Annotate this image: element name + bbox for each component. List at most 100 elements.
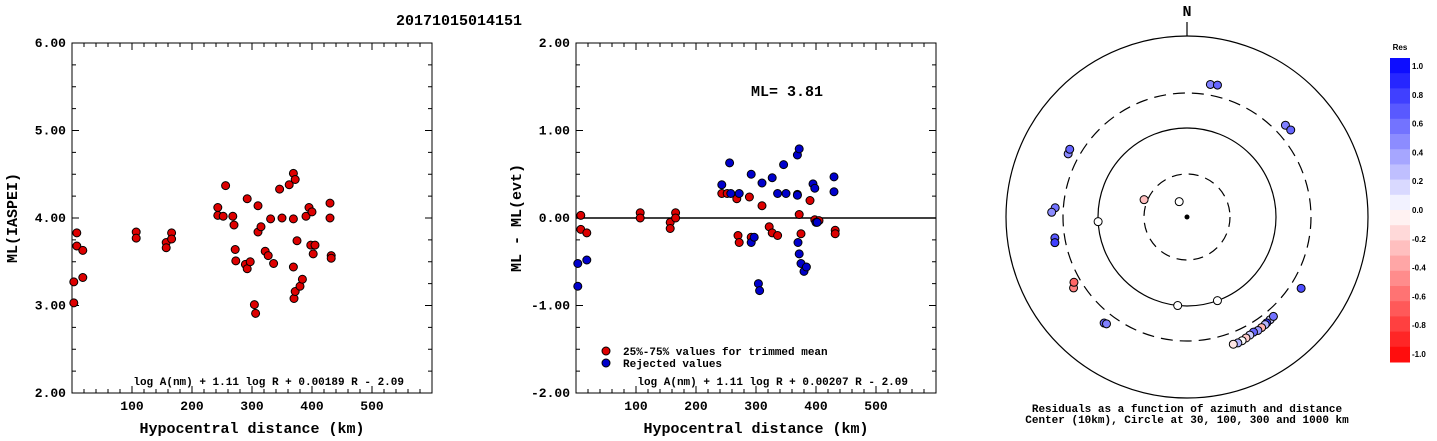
y-tick-label: -2.00 — [531, 386, 570, 401]
colorbar-tick-label: -0.6 — [1412, 292, 1426, 301]
data-point — [269, 259, 279, 268]
data-point — [78, 245, 88, 255]
data-point — [308, 249, 318, 259]
station-marker — [1268, 311, 1278, 321]
x-tick-label: 400 — [804, 399, 828, 414]
station-marker — [1139, 195, 1149, 205]
data-point — [263, 251, 273, 261]
data-point — [829, 172, 839, 182]
colorbar-cell — [1390, 255, 1410, 272]
station-marker — [1047, 207, 1057, 217]
colorbar-tick-label: -0.8 — [1412, 321, 1426, 330]
data-point — [325, 198, 335, 208]
station-marker — [1093, 217, 1103, 227]
data-point — [229, 220, 239, 230]
data-point — [635, 213, 645, 223]
data-point — [242, 194, 252, 204]
data-point — [228, 211, 238, 221]
colorbar-cell — [1390, 149, 1410, 165]
ml-annotation: ML= 3.81 — [751, 84, 823, 101]
data-point — [573, 259, 583, 268]
north-label: N — [1182, 4, 1191, 21]
data-point — [794, 249, 804, 259]
y-tick-label: 4.00 — [35, 211, 66, 226]
colorbar-tick-label: 0.8 — [1412, 91, 1424, 100]
y-tick-label: 2.00 — [35, 386, 66, 401]
data-point — [717, 180, 727, 190]
station-marker — [1212, 296, 1222, 306]
ml-distance-plot: 2.00 3.00 4.00 5.00 6.00 100 200 300 400 500 Hypoc… — [5, 36, 433, 438]
data-point — [69, 298, 79, 308]
data-point — [292, 236, 302, 246]
colorbar-cell — [1390, 286, 1410, 302]
x-tick-label: 300 — [240, 399, 264, 414]
colorbar-cell — [1390, 103, 1410, 120]
data-point — [297, 274, 307, 284]
station-marker — [1050, 238, 1060, 248]
residual-distance-plot: -2.00 -1.00 0.00 1.00 2.00 100 200 300 400 500 Hyp… — [509, 36, 937, 438]
x-tick-label: 500 — [864, 399, 888, 414]
y-tick-label: 6.00 — [35, 36, 66, 51]
colorbar-tick-label: -1.0 — [1412, 350, 1426, 359]
plot-frame — [71, 42, 433, 394]
data-point — [251, 308, 261, 318]
data-point — [78, 273, 88, 282]
colorbar-cell — [1390, 118, 1410, 135]
data-point — [757, 178, 767, 188]
data-point — [796, 229, 806, 239]
station-marker — [1069, 277, 1079, 287]
colorbar-cell — [1390, 179, 1410, 196]
data-point — [767, 173, 777, 183]
y-axis-label: ML(IASPEI) — [5, 173, 22, 263]
data-point — [266, 214, 276, 224]
data-point — [221, 181, 231, 191]
data-point — [284, 180, 294, 190]
station-marker — [1065, 144, 1075, 154]
colorbar-cell — [1390, 316, 1410, 333]
data-point — [665, 224, 675, 233]
data-point — [213, 203, 223, 212]
data-point — [326, 253, 336, 263]
data-point — [277, 213, 287, 223]
data-point — [792, 190, 802, 200]
colorbar-cell — [1390, 210, 1410, 226]
x-tick-label: 200 — [684, 399, 708, 414]
data-point — [245, 257, 255, 267]
data-point — [734, 238, 744, 247]
data-point — [69, 277, 79, 287]
colorbar-tick-label: 1.0 — [1412, 62, 1424, 71]
data-point — [288, 214, 298, 224]
y-tick-label: 0.00 — [539, 211, 570, 226]
station-marker — [1228, 339, 1238, 349]
colorbar-cell — [1390, 58, 1410, 74]
data-point — [72, 228, 82, 238]
station-marker — [1173, 301, 1183, 311]
polar-caption: Center (10km), Circle at 30, 100, 300 an… — [1025, 415, 1349, 427]
colorbar-cell — [1390, 301, 1410, 317]
legend-marker — [601, 358, 611, 368]
colorbar-cell — [1390, 164, 1410, 181]
legend-marker — [601, 346, 611, 356]
x-tick-label: 200 — [180, 399, 204, 414]
x-axis-label: Hypocentral distance (km) — [139, 421, 364, 438]
data-point — [256, 222, 266, 232]
data-point — [573, 281, 583, 291]
data-point — [230, 245, 240, 254]
figure-title: 20171015014151 — [396, 13, 522, 30]
data-point — [779, 160, 789, 170]
colorbar-cell — [1390, 240, 1410, 257]
data-point — [301, 211, 311, 221]
y-tick-label: 5.00 — [35, 124, 66, 139]
data-point — [249, 300, 259, 310]
data-point — [72, 241, 82, 251]
data-point — [218, 211, 228, 221]
data-point — [810, 183, 820, 193]
y-tick-label: 3.00 — [35, 299, 66, 314]
data-point — [773, 189, 783, 198]
data-point — [290, 175, 300, 184]
colorbar-tick-label: 0.6 — [1412, 120, 1424, 129]
legend-label: 25%-75% values for trimmed mean — [623, 347, 828, 359]
ring-30km — [1143, 173, 1231, 261]
data-point — [755, 286, 765, 296]
data-point — [167, 234, 177, 244]
